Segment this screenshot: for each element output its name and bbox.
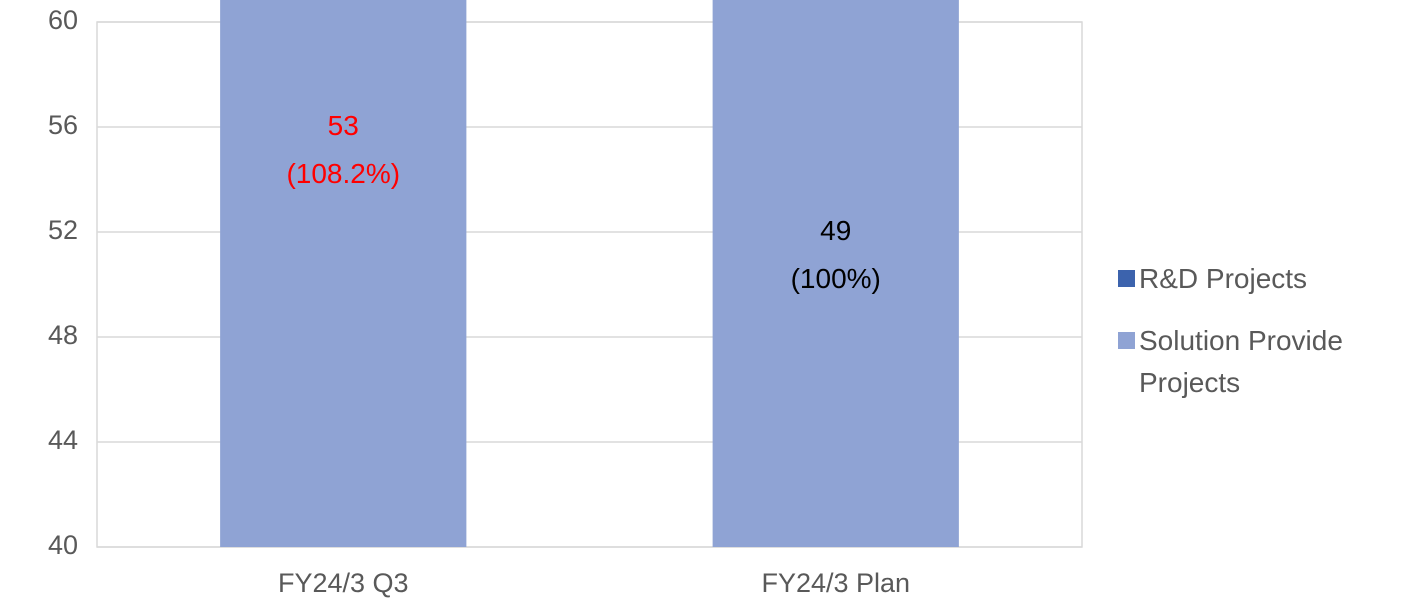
bar-segment bbox=[712, 0, 959, 547]
share-label: (108.2%) bbox=[286, 158, 400, 189]
y-tick-label: 60 bbox=[48, 5, 78, 35]
y-tick-label: 52 bbox=[48, 215, 78, 245]
legend-item: R&D Projects bbox=[1118, 258, 1398, 300]
y-tick-label: 40 bbox=[48, 530, 78, 560]
y-tick-label: 44 bbox=[48, 425, 78, 455]
legend-label: Solution Provide Projects bbox=[1139, 325, 1343, 398]
legend-swatch bbox=[1118, 332, 1135, 349]
x-tick-label: FY24/3 Q3 bbox=[278, 568, 409, 598]
x-tick-label: FY24/3 Plan bbox=[761, 568, 910, 598]
total-label: 53 bbox=[328, 110, 359, 141]
y-tick-label: 56 bbox=[48, 110, 78, 140]
bar-segment bbox=[220, 0, 467, 547]
legend-label: R&D Projects bbox=[1139, 263, 1308, 294]
share-label: (100%) bbox=[791, 263, 881, 294]
plot-frame bbox=[96, 21, 1083, 548]
y-tick-label: 48 bbox=[48, 320, 78, 350]
legend-item: Solution Provide Projects bbox=[1118, 320, 1398, 404]
legend-swatch bbox=[1118, 270, 1135, 287]
legend: R&D Projects Solution Provide Projects bbox=[1118, 258, 1398, 424]
total-label: 49 bbox=[820, 215, 851, 246]
